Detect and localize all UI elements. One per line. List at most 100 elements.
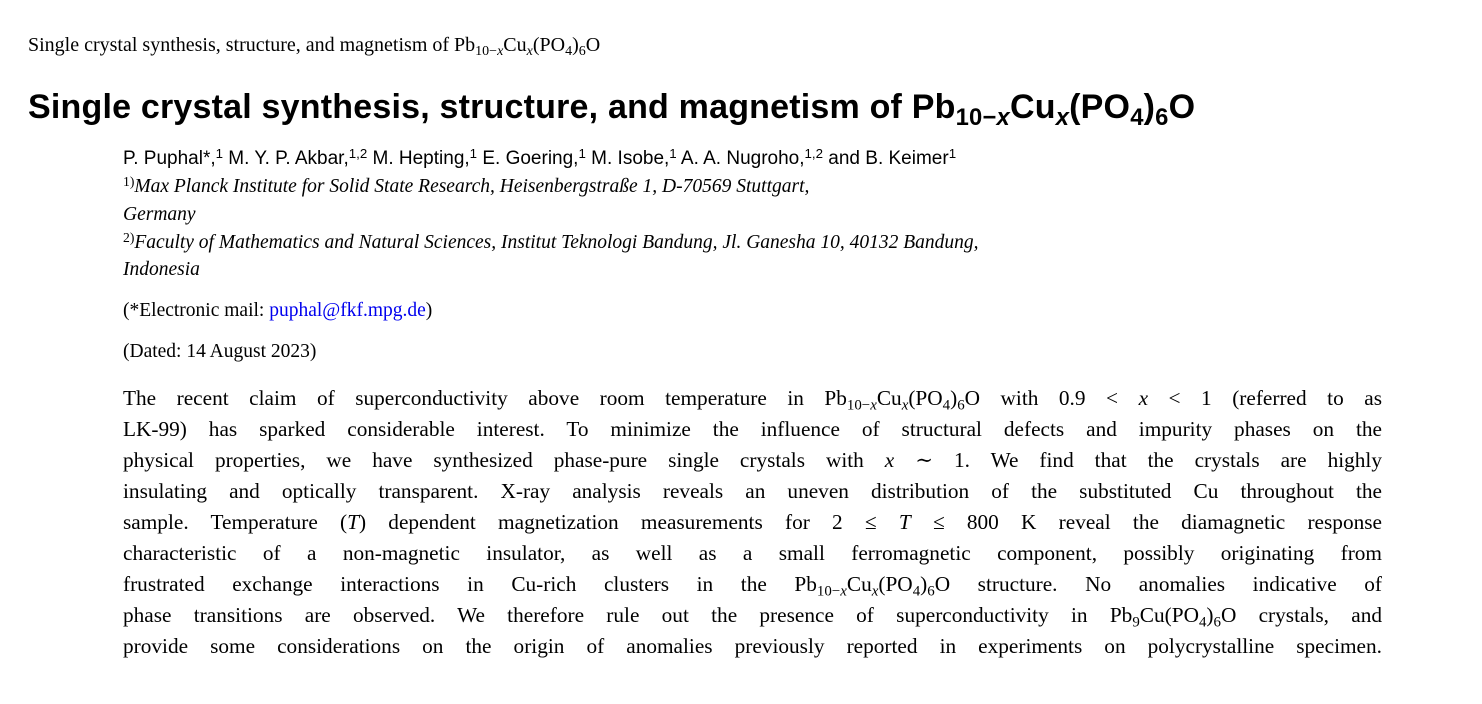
abstract-line: frustrated exchange interactions in Cu-r…: [123, 569, 1382, 600]
text-run: (PO: [878, 572, 913, 596]
affiliation-superscript: 1,2: [804, 146, 824, 162]
email-suffix: ): [425, 300, 433, 321]
math-run: 10−: [955, 104, 997, 132]
affiliation-superscript: 1: [469, 146, 478, 162]
math-run: 10−: [475, 44, 498, 60]
text-run: sample. Temperature (: [123, 510, 348, 534]
math-run: x: [901, 397, 909, 414]
text-run: ): [1206, 603, 1214, 627]
text-run: O with 0.9 <: [964, 386, 1139, 410]
math-run: 4: [1130, 104, 1144, 132]
math-run: 6: [578, 44, 586, 60]
email-prefix: (*Electronic mail:: [123, 300, 270, 321]
affiliation-2-country: Indonesia: [123, 259, 200, 280]
text-run: < 1 (referred to as: [1148, 386, 1382, 410]
abstract-line: provide some considerations on the origi…: [123, 631, 1382, 662]
text-run: P. Puphal*,: [123, 148, 216, 169]
running-head: Single crystal synthesis, structure, and…: [28, 34, 601, 60]
text-run: LK-99) has sparked considerable interest…: [123, 417, 1382, 441]
abstract-line: physical properties, we have synthesized…: [123, 445, 1382, 476]
text-run: ): [950, 386, 958, 410]
text-run: O: [585, 34, 601, 56]
math-run: x: [526, 44, 533, 60]
math-run: x: [871, 583, 879, 600]
text-run: Single crystal synthesis, structure, and…: [28, 88, 956, 126]
math-run: 6: [1213, 614, 1221, 631]
text-run: Single crystal synthesis, structure, and…: [28, 34, 476, 56]
affiliation-1: 1)Max Planck Institute for Solid State R…: [123, 173, 810, 198]
text-run: A. A. Nugroho,: [676, 148, 805, 169]
text-run: ): [920, 572, 928, 596]
math-run: 9: [1132, 614, 1140, 631]
text-run: frustrated exchange interactions in Cu-r…: [123, 572, 817, 596]
text-run: M. Isobe,: [585, 148, 670, 169]
abstract-line: characteristic of a non-magnetic insulat…: [123, 538, 1382, 569]
math-run: x: [1055, 104, 1070, 132]
text-run: (PO: [1069, 88, 1131, 126]
math-run: x: [884, 448, 895, 472]
abstract-line: insulating and optically transparent. X-…: [123, 476, 1382, 507]
text-run: Cu: [876, 386, 902, 410]
math-run: 6: [957, 397, 965, 414]
text-run: characteristic of a non-magnetic insulat…: [123, 541, 1382, 565]
affiliation-superscript: 1: [215, 146, 224, 162]
text-run: ∼ 1. We find that the crystals are highl…: [894, 448, 1382, 472]
affiliation-superscript: 1,2: [348, 146, 368, 162]
text-run: The recent claim of superconductivity ab…: [123, 386, 847, 410]
text-run: ≤ 800 K reveal the diamagnetic response: [910, 510, 1382, 534]
math-run: x: [497, 44, 504, 60]
abstract-line: The recent claim of superconductivity ab…: [123, 383, 1382, 414]
text-run: phase transitions are observed. We there…: [123, 603, 1133, 627]
math-run: 4: [942, 397, 951, 414]
math-run: 4: [1198, 614, 1207, 631]
affiliation-superscript: 1: [578, 146, 586, 162]
text-run: physical properties, we have synthesized…: [123, 448, 885, 472]
text-run: O structure. No anomalies indicative of: [934, 572, 1382, 596]
math-run: T: [347, 510, 359, 534]
text-run: Cu: [1009, 88, 1056, 126]
paper-title: Single crystal synthesis, structure, and…: [28, 88, 1196, 130]
text-run: provide some considerations on the origi…: [123, 634, 1382, 658]
text-run: ): [1143, 88, 1156, 126]
email-line: (*Electronic mail: puphal@fkf.mpg.de): [123, 300, 432, 322]
math-run: 10−: [846, 397, 871, 414]
text-run: (PO: [532, 34, 566, 56]
affiliation-text: Faculty of Mathematics and Natural Scien…: [134, 232, 979, 253]
affiliation-mark: 2): [123, 229, 135, 245]
text-run: O: [1168, 88, 1196, 126]
math-run: 6: [1155, 104, 1169, 132]
text-run: ): [572, 34, 579, 56]
email-link[interactable]: puphal@fkf.mpg.de: [269, 300, 426, 321]
abstract-line: LK-99) has sparked considerable interest…: [123, 414, 1382, 445]
text-run: O crystals, and: [1220, 603, 1382, 627]
author-list: P. Puphal*,1 M. Y. P. Akbar,1,2 M. Hepti…: [123, 146, 956, 170]
text-run: E. Goering,: [477, 148, 579, 169]
affiliation-mark: 1): [123, 173, 135, 189]
math-run: x: [996, 104, 1010, 132]
math-run: 4: [565, 44, 573, 60]
math-run: T: [898, 510, 911, 534]
abstract: The recent claim of superconductivity ab…: [123, 383, 1382, 662]
math-run: x: [1138, 386, 1149, 410]
text-run: M. Y. P. Akbar,: [223, 148, 349, 169]
math-run: 10−: [816, 583, 841, 600]
text-run: Cu: [503, 34, 527, 56]
math-run: x: [870, 397, 877, 414]
text-run: M. Hepting,: [367, 148, 470, 169]
affiliation-1-country: Germany: [123, 204, 196, 225]
affiliation-text: Max Planck Institute for Solid State Res…: [134, 176, 810, 197]
affiliation-superscript: 1: [669, 146, 677, 162]
date-line: (Dated: 14 August 2023): [123, 341, 317, 362]
abstract-line: phase transitions are observed. We there…: [123, 600, 1382, 631]
math-run: x: [840, 583, 847, 600]
text-run: (PO: [908, 386, 943, 410]
text-run: ) dependent magnetization measurements f…: [358, 510, 899, 534]
text-run: and B. Keimer: [823, 148, 949, 169]
abstract-line: sample. Temperature (T) dependent magnet…: [123, 507, 1382, 538]
text-run: Cu(PO: [1139, 603, 1199, 627]
text-run: Cu: [846, 572, 872, 596]
text-run: insulating and optically transparent. X-…: [123, 479, 1382, 503]
math-run: 6: [927, 583, 935, 600]
math-run: 4: [912, 583, 921, 600]
affiliation-2: 2)Faculty of Mathematics and Natural Sci…: [123, 229, 979, 254]
